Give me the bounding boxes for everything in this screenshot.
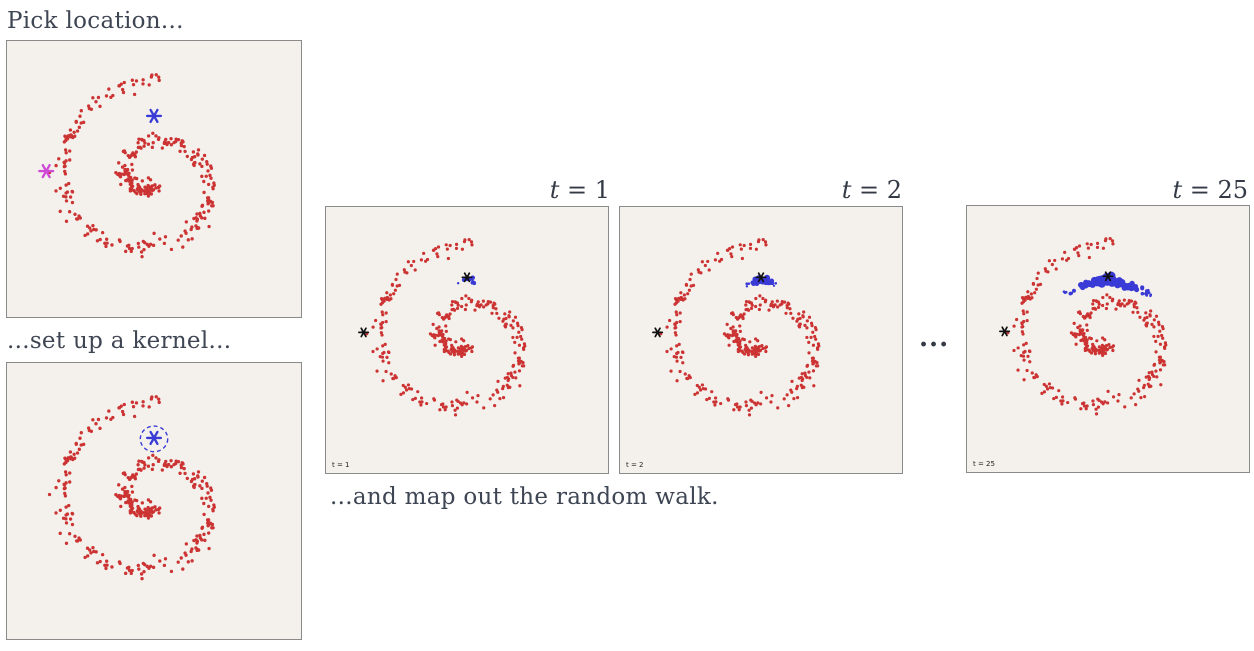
inset-label-t1: t = 1 <box>332 461 350 469</box>
time-label-25-var: t <box>1172 176 1183 204</box>
inset-label-t2: t = 2 <box>626 461 644 469</box>
start-star-icon <box>145 430 163 446</box>
panel-pick-location <box>6 40 302 318</box>
panel-t1: t = 1 <box>325 206 609 474</box>
walker-star-icon <box>461 272 473 283</box>
panel-t25: t = 25 <box>966 205 1250 473</box>
kernel-circle <box>139 425 169 453</box>
spiral-points <box>1006 236 1168 416</box>
caption-pick-location: Pick location... <box>7 8 184 34</box>
inset-label-t25: t = 25 <box>973 460 995 468</box>
caption-random-walk: ...and map out the random walk. <box>330 484 719 510</box>
time-label-1: t = 1 <box>520 176 610 204</box>
time-label-1-value: = 1 <box>559 176 610 204</box>
time-label-2-var: t <box>841 176 852 204</box>
spiral-points <box>47 395 216 581</box>
spiral-points <box>365 237 527 417</box>
ellipsis: ... <box>919 323 950 353</box>
walker-star-icon <box>1102 271 1114 282</box>
walker-star-icon <box>652 327 664 338</box>
caption-set-up-kernel: ...set up a kernel... <box>7 328 232 354</box>
time-label-2-value: = 2 <box>851 176 902 204</box>
spiral-plot-kernel <box>47 395 216 581</box>
spiral-plot-pick <box>38 73 216 259</box>
time-label-1-var: t <box>549 176 560 204</box>
panel-kernel <box>6 362 302 640</box>
time-label-25: t = 25 <box>1130 176 1248 204</box>
time-label-25-value: = 25 <box>1182 176 1248 204</box>
spiral-points <box>659 237 821 417</box>
random-walk-points <box>1062 271 1153 298</box>
alt-star-icon <box>38 163 55 179</box>
walker-star-icon <box>999 326 1011 337</box>
time-label-2: t = 2 <box>812 176 902 204</box>
spiral-plot-t2 <box>652 237 821 417</box>
spiral-points <box>47 73 216 259</box>
walker-star-icon <box>358 327 370 338</box>
spiral-plot-t25 <box>999 236 1168 416</box>
panel-t2: t = 2 <box>619 206 903 474</box>
spiral-plot-t1 <box>358 237 527 417</box>
start-star-icon <box>145 108 163 124</box>
walker-star-icon <box>755 272 767 283</box>
